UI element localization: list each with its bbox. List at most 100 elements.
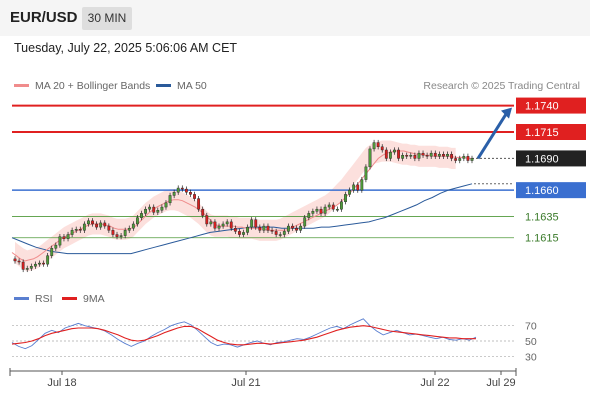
candle <box>29 263 33 272</box>
candle-down <box>42 262 45 265</box>
ma50-swatch <box>156 83 171 87</box>
candle-down <box>380 146 384 151</box>
candle-up <box>446 153 449 157</box>
candle <box>282 228 286 238</box>
candle <box>303 214 307 229</box>
level-label-1.1690: 1.1690 <box>516 150 586 167</box>
candle <box>437 151 441 159</box>
candle <box>315 206 319 214</box>
candle-up <box>82 223 86 231</box>
candle <box>266 223 270 233</box>
candle <box>180 185 184 192</box>
candle <box>193 191 196 202</box>
candle <box>66 231 70 242</box>
candle-up <box>140 213 143 218</box>
candle <box>270 227 274 235</box>
candle <box>221 221 225 229</box>
candle-down <box>205 215 209 225</box>
candle-up <box>437 153 441 157</box>
candle <box>295 225 298 233</box>
candle-up <box>168 195 172 204</box>
candle-up <box>327 204 331 208</box>
instrument-title: EUR/USD <box>10 9 78 26</box>
candle <box>360 176 364 193</box>
legend-ma20: MA 20 + Bollinger Bands <box>14 80 150 92</box>
candle-down <box>397 149 400 159</box>
candle-up <box>393 149 396 153</box>
candle <box>340 199 343 212</box>
candle-down <box>384 149 388 159</box>
candle-down <box>229 221 233 229</box>
candle-down <box>466 156 470 161</box>
rsi-label: RSI <box>35 293 53 305</box>
candle-up <box>388 151 392 159</box>
candle-up <box>74 229 78 231</box>
candle-up <box>221 223 225 227</box>
candle <box>262 223 266 233</box>
candle-down <box>184 188 188 193</box>
candle-up <box>54 244 58 249</box>
candle-up <box>58 236 62 246</box>
projection-arrow-shaft <box>476 111 509 160</box>
candle-up <box>286 225 290 232</box>
candle <box>131 221 135 231</box>
candle-up <box>250 219 254 228</box>
candle-up <box>299 225 303 231</box>
timeframe-button[interactable]: 30 MIN <box>82 7 132 30</box>
candle-down <box>238 231 241 235</box>
candle-up <box>87 220 90 225</box>
candle <box>205 212 209 227</box>
candle <box>46 253 50 267</box>
candle <box>70 227 74 238</box>
rsi-tick-label: 50 <box>525 336 537 348</box>
candle <box>242 229 245 238</box>
candle <box>87 218 90 227</box>
candle-up <box>25 268 29 270</box>
candle <box>291 223 294 231</box>
candle <box>446 151 449 159</box>
candle <box>417 150 421 162</box>
rsi-tick-label: 30 <box>525 351 537 363</box>
candle-up <box>144 208 147 214</box>
candle <box>246 224 249 236</box>
candle <box>413 152 417 162</box>
legend-ma50: MA 50 <box>156 80 207 92</box>
level-label-1.1615: 1.1615 <box>525 233 559 245</box>
level-label-box <box>516 182 586 199</box>
candle <box>107 223 111 233</box>
level-label-box <box>516 150 586 167</box>
candle <box>356 182 360 193</box>
candle-down <box>103 222 107 227</box>
candle <box>429 150 433 159</box>
candle-down <box>21 261 25 270</box>
projection-arrow-head <box>501 107 512 119</box>
level-label-box <box>516 124 586 140</box>
candle <box>201 206 205 219</box>
candle-down <box>450 153 453 159</box>
candle <box>364 164 368 183</box>
candle-up <box>307 213 311 218</box>
level-label-text: 1.1690 <box>525 153 559 165</box>
candle-up <box>119 235 123 237</box>
candle-up <box>38 262 41 265</box>
candle <box>238 228 241 238</box>
candle-up <box>209 221 213 225</box>
level-label-1.1740: 1.1740 <box>516 97 586 114</box>
candle <box>62 234 66 242</box>
candle <box>470 155 474 164</box>
candle <box>54 242 58 251</box>
level-label-text: 1.1740 <box>525 101 559 113</box>
candle-up <box>217 225 221 229</box>
candle <box>176 185 180 195</box>
candle-down <box>78 229 82 231</box>
candle <box>335 206 339 212</box>
candle <box>384 147 388 162</box>
candle-up <box>282 231 286 235</box>
ma9-label: 9MA <box>83 293 105 305</box>
ma50-label: MA 50 <box>177 80 207 92</box>
candle-up <box>462 156 466 159</box>
candle <box>144 206 147 217</box>
candle-down <box>91 220 94 225</box>
candle <box>123 227 127 239</box>
